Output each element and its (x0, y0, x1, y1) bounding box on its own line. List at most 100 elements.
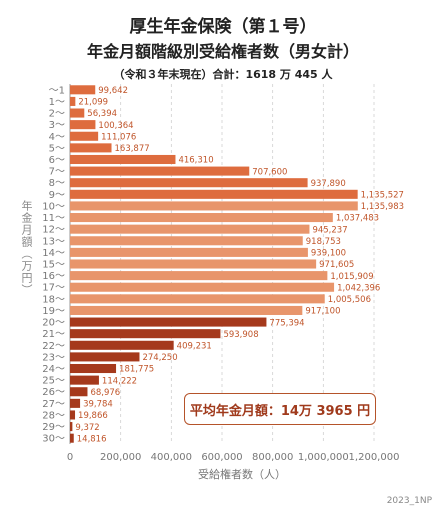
y-tick-label: 17～ (42, 283, 65, 294)
y-tick-label: 4～ (49, 132, 65, 143)
data-label: 918,753 (306, 237, 341, 247)
y-tick-label: 7～ (49, 167, 65, 178)
y-tick-label: 8～ (49, 178, 65, 189)
bar (70, 166, 250, 176)
bar (70, 282, 335, 292)
y-tick-label: 15～ (42, 260, 65, 271)
data-label: 100,364 (98, 121, 133, 131)
data-label: 1,015,909 (330, 272, 373, 282)
data-label: 939,100 (311, 249, 346, 259)
y-tick-label: ～1 (49, 85, 65, 96)
data-label: 416,310 (178, 156, 213, 166)
x-axis-label: 受給権者数（人） (198, 467, 286, 481)
data-label: 1,135,527 (361, 191, 404, 201)
bar (70, 247, 308, 257)
y-tick-label: 30～ (42, 434, 65, 445)
bar (70, 271, 328, 281)
bar (70, 294, 325, 304)
bar (70, 410, 76, 420)
data-label: 1,042,396 (337, 283, 380, 293)
chart-subtitle: 年金月額階級別受給権者数（男女計） (86, 42, 359, 61)
bar (70, 352, 140, 362)
bar (70, 398, 81, 408)
y-tick-label: 20～ (42, 318, 65, 329)
data-label: 1,005,506 (328, 295, 371, 305)
y-tick-label: 26～ (42, 387, 65, 398)
data-label: 21,099 (78, 98, 108, 108)
y-tick-label: 9～ (49, 190, 65, 201)
data-label: 19,866 (78, 411, 108, 421)
y-tick-label: 6～ (49, 155, 65, 166)
y-tick-label: 12～ (42, 225, 65, 236)
y-tick-label: 19～ (42, 306, 65, 317)
bar (70, 154, 176, 165)
data-label: 1,135,983 (361, 202, 404, 212)
bar (70, 259, 317, 269)
data-label: 14,816 (77, 434, 107, 444)
bar (70, 375, 99, 385)
data-label: 274,250 (142, 353, 177, 363)
x-tick-label: 200,000 (100, 452, 141, 463)
y-tick-label: 28～ (42, 410, 65, 421)
bar (70, 201, 358, 211)
bar (70, 433, 74, 443)
bar (70, 329, 221, 339)
bar (70, 387, 88, 397)
data-label: 937,890 (311, 179, 346, 189)
data-label: 111,076 (101, 132, 136, 142)
data-label: 917,100 (305, 307, 340, 317)
y-tick-label: 14～ (42, 248, 65, 259)
y-tick-label: 5～ (49, 143, 65, 154)
y-tick-label: 29～ (42, 422, 65, 433)
data-label: 163,877 (115, 144, 150, 154)
y-tick-label: 2～ (49, 109, 65, 120)
y-tick-label: 1～ (49, 97, 65, 108)
x-tick-label: 800,000 (252, 452, 293, 463)
data-label: 1,037,483 (336, 214, 379, 224)
bar (70, 189, 358, 199)
y-tick-label: 11～ (42, 213, 65, 224)
bar (70, 143, 112, 153)
data-label: 39,784 (83, 400, 113, 410)
data-label: 68,976 (90, 388, 120, 398)
data-label: 971,605 (319, 260, 354, 270)
y-tick-label: 22～ (42, 341, 65, 352)
bar (70, 317, 267, 327)
bar (70, 120, 96, 130)
data-label: 945,237 (312, 225, 347, 235)
y-tick-label: 21～ (42, 329, 65, 340)
y-tick-label: 23～ (42, 352, 65, 363)
data-label: 99,642 (98, 86, 128, 96)
bar (70, 108, 85, 118)
y-tick-label: 27～ (42, 399, 65, 410)
bar (70, 213, 333, 223)
data-label: 409,231 (177, 341, 212, 351)
bar (70, 224, 310, 234)
data-label: 593,908 (223, 330, 258, 340)
x-tick-label: 0 (67, 452, 73, 463)
x-tick-label: 600,000 (201, 452, 242, 463)
y-tick-label: 25～ (42, 376, 65, 387)
y-tick-label: 13～ (42, 236, 65, 247)
bar (70, 422, 73, 432)
data-label: 707,600 (252, 167, 287, 177)
y-tick-label: 10～ (42, 201, 65, 212)
y-tick-label: 3～ (49, 120, 65, 131)
bar (70, 236, 303, 246)
bar (70, 178, 308, 188)
bar (70, 305, 303, 315)
average-pension-box: 平均年金月額：14万 3965 円 (184, 393, 376, 425)
data-label: 181,775 (119, 365, 154, 375)
x-tick-label: 400,000 (151, 452, 192, 463)
data-label: 56,394 (87, 109, 117, 119)
bar (70, 85, 96, 95)
y-tick-label: 16～ (42, 271, 65, 282)
credit-text: 2023_1NP (386, 496, 432, 506)
y-tick-label: 24～ (42, 364, 65, 375)
y-axis-label: 年金月額（万円） (20, 200, 33, 296)
data-label: 114,222 (102, 376, 137, 386)
chart-title: 厚生年金保険（第１号） (129, 17, 317, 37)
data-label: 9,372 (75, 423, 99, 433)
x-tick-label: 1,000,000 (298, 452, 349, 463)
